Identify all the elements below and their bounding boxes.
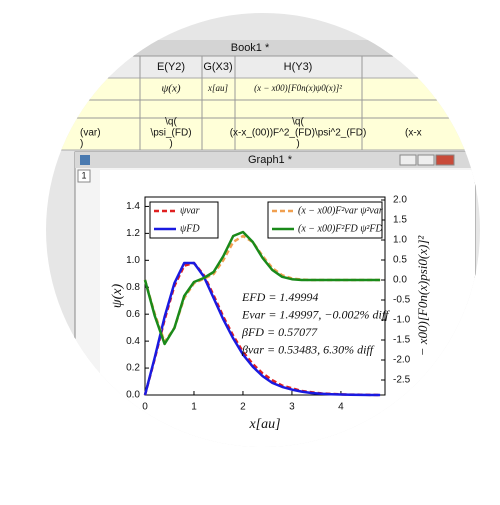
column-name: H(Y3) (284, 61, 313, 73)
minimize-button[interactable] (399, 154, 417, 166)
series-line (143, 261, 381, 397)
y2-tick-label: 0.5 (393, 255, 407, 266)
y-tick-label: 1.2 (126, 228, 140, 239)
comment: ) (296, 139, 299, 150)
y2-tick-label: -2.0 (393, 355, 411, 366)
legend-box (267, 201, 383, 239)
column-name: G(X3) (203, 61, 232, 73)
y-tick-label: 1.4 (126, 201, 140, 212)
workbook-titlebar (46, 40, 480, 56)
series-line (143, 261, 381, 397)
graph-title: Graph1 * (248, 154, 293, 166)
annotation: EFD = 1.49994 (241, 290, 318, 304)
x-tick-label: 0 (142, 402, 148, 413)
series-line (143, 230, 381, 346)
comment: (x-x_(00))F^2_(FD)\psi^2_(FD) (230, 128, 367, 139)
y2-tick-label: -1.5 (393, 335, 411, 346)
y-tick-label: 1.0 (126, 255, 140, 266)
y2-tick-label: 1.5 (393, 215, 407, 226)
column-name: E(Y2) (157, 61, 185, 73)
legend-label: ψvar (180, 205, 200, 216)
x-axis-label: x[au] (248, 417, 280, 432)
y-tick-label: 0.4 (126, 336, 140, 347)
legend-label: (x − x00)F²FD ψ²FD (298, 223, 384, 234)
graph-titlebar (75, 152, 475, 168)
plot: 0 1 2 3 4 0.0 0.2 0.4 0.6 0.8 1.0 1.2 1.4 2.0 1.5 1.0 0.… (110, 195, 430, 433)
legend-label: (x − x00)F²var ψ²var (298, 205, 383, 216)
close-button[interactable] (435, 154, 455, 166)
x-tick-label: 4 (338, 402, 344, 413)
y2-tick-label: -1.0 (393, 315, 411, 326)
maximize-button[interactable] (417, 154, 435, 166)
y2-tick-label: 2.0 (393, 195, 407, 206)
y2-axis-label: − x00)[F0n(x)psi0(x)]² (415, 235, 430, 357)
window-icon (80, 155, 90, 165)
annotation: βFD = 0.57077 (241, 325, 318, 339)
y2-tick-label: 0.0 (393, 275, 407, 286)
long-name: ψ(x) (161, 83, 180, 95)
comment: \q( (165, 117, 177, 128)
legend-label: ψFD (180, 223, 200, 234)
annotation: Evar = 1.49997, −0.002% diff (241, 307, 390, 321)
annotation: βvar = 0.53483, 6.30% diff (241, 342, 375, 356)
layer-tab[interactable] (77, 169, 91, 183)
column-header-row (46, 55, 480, 79)
y2-tick-label: -0.5 (393, 295, 411, 306)
x-tick-label: 2 (240, 402, 246, 413)
partial-cell: ) (80, 139, 83, 150)
comment: \q( (292, 117, 304, 128)
y2-tick-label: -2.5 (393, 375, 411, 386)
y-tick-label: 0.2 (126, 363, 140, 374)
y-axis-label: ψ(x) (110, 284, 125, 309)
comment: \psi_(FD) (150, 128, 191, 139)
partial-cell: (var) (80, 128, 101, 139)
x-tick-label: 3 (289, 402, 295, 413)
long-name: (x − x00)[F0n(x)ψ0(x)]² (254, 83, 342, 93)
partial-cell: (x-x (405, 128, 422, 139)
x-tick-label: 1 (191, 402, 197, 413)
label-rows (46, 77, 480, 151)
long-name: x[au] (207, 83, 228, 93)
plot-frame (144, 196, 386, 396)
layer-tab-label: 1 (81, 170, 86, 180)
y-tick-label: 0.8 (126, 282, 140, 293)
y-tick-label: 0.6 (126, 309, 140, 320)
y2-tick-label: 1.0 (393, 235, 407, 246)
legend-box (149, 201, 219, 239)
comment: ) (169, 139, 172, 150)
y-tick-label: 0.0 (126, 390, 140, 401)
workbook-title: Book1 * (231, 42, 270, 54)
